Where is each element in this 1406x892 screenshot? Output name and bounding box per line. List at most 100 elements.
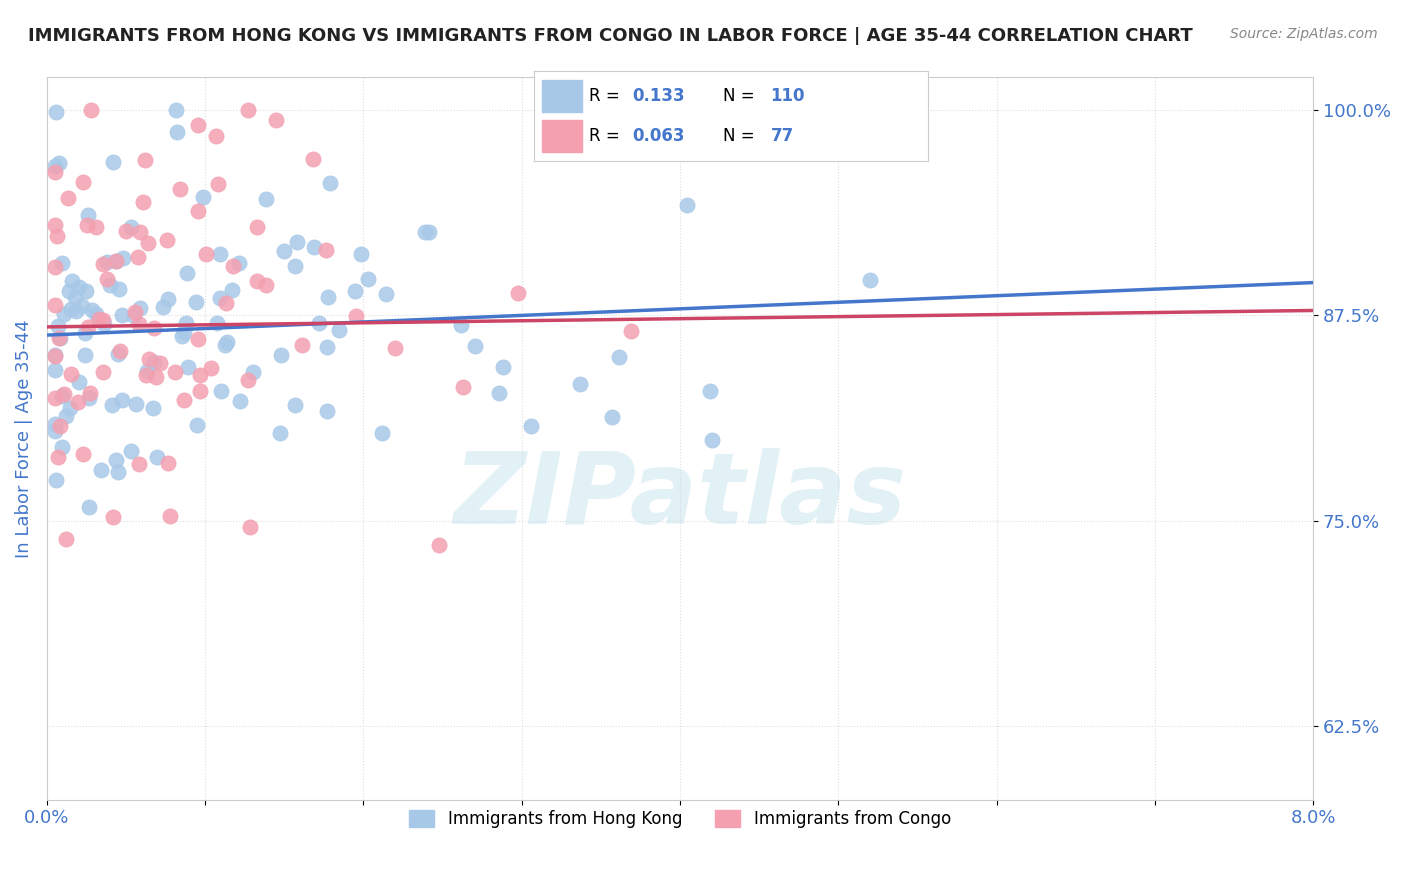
Point (72, 175, 94, 189)
Point (315, 243, 337, 257)
Point (156, 233, 179, 247)
Point (135, 368, 157, 383)
Point (184, 295, 207, 310)
Point (209, 291, 232, 305)
Point (301, 152, 323, 166)
Point (108, 344, 131, 359)
Point (270, 348, 292, 362)
Point (44, 260, 66, 274)
Point (127, 250, 149, 264)
Point (177, 360, 200, 375)
Point (59, 401, 82, 416)
Point (418, 225, 440, 239)
Point (46, 450, 69, 464)
Point (221, 283, 243, 297)
Point (264, 112, 287, 127)
Point (159, 508, 181, 523)
Point (149, 356, 172, 370)
Point (60, 274, 83, 288)
Point (44, 417, 66, 432)
Point (186, 417, 208, 432)
Point (44, 165, 66, 179)
Point (166, 125, 188, 139)
Point (488, 385, 510, 400)
Point (200, 361, 222, 376)
Point (568, 376, 591, 391)
Y-axis label: In Labor Force | Age 35-44: In Labor Force | Age 35-44 (15, 319, 32, 558)
Point (427, 538, 450, 552)
Point (146, 450, 169, 464)
Point (600, 410, 623, 425)
Point (859, 273, 882, 287)
Point (169, 181, 191, 195)
Point (48, 156, 70, 170)
Point (157, 292, 180, 306)
Point (80, 103, 103, 118)
Point (246, 220, 269, 235)
Point (45, 105, 67, 120)
Point (176, 266, 198, 280)
Point (67, 375, 90, 389)
Point (193, 190, 215, 204)
Point (492, 360, 515, 375)
Point (152, 300, 174, 314)
Point (51, 256, 73, 270)
Point (173, 325, 195, 339)
Point (120, 443, 142, 458)
Point (93, 317, 115, 331)
Point (72, 299, 94, 313)
Point (96, 255, 118, 269)
Point (44, 391, 66, 405)
Point (285, 235, 308, 249)
Point (187, 118, 209, 132)
Point (59, 368, 82, 382)
Point (58, 191, 80, 205)
Point (464, 339, 486, 353)
Point (53, 307, 76, 321)
Point (111, 309, 134, 323)
Point (91, 313, 114, 327)
Point (188, 384, 211, 398)
Point (371, 425, 394, 440)
Point (346, 310, 368, 324)
Point (67, 280, 90, 294)
Point (699, 384, 721, 398)
Point (107, 465, 129, 479)
Point (319, 177, 342, 191)
Point (284, 398, 307, 412)
Point (620, 324, 643, 338)
Point (450, 318, 472, 332)
Legend: Immigrants from Hong Kong, Immigrants from Congo: Immigrants from Hong Kong, Immigrants fr… (402, 803, 957, 835)
Point (129, 301, 152, 315)
Point (134, 153, 156, 167)
Point (413, 226, 436, 240)
Point (520, 419, 543, 434)
Point (142, 401, 165, 415)
Point (145, 370, 167, 384)
Point (96, 272, 118, 286)
Point (228, 393, 250, 408)
Point (91, 365, 114, 379)
Point (239, 519, 262, 533)
Point (142, 320, 165, 334)
Point (316, 290, 339, 304)
Point (236, 103, 259, 118)
Text: 110: 110 (770, 87, 806, 105)
Point (101, 398, 124, 412)
Point (328, 323, 350, 337)
Text: Source: ZipAtlas.com: Source: ZipAtlas.com (1230, 27, 1378, 41)
Point (55, 533, 77, 547)
Point (350, 247, 373, 261)
Point (49, 419, 72, 434)
Point (53, 387, 76, 401)
Point (46, 318, 69, 333)
Point (194, 246, 217, 260)
Text: R =: R = (589, 128, 626, 145)
Point (205, 128, 228, 143)
Point (44, 219, 66, 233)
Point (242, 365, 264, 379)
Point (176, 316, 198, 330)
Point (104, 453, 127, 467)
Point (58, 284, 80, 298)
Point (190, 368, 212, 382)
